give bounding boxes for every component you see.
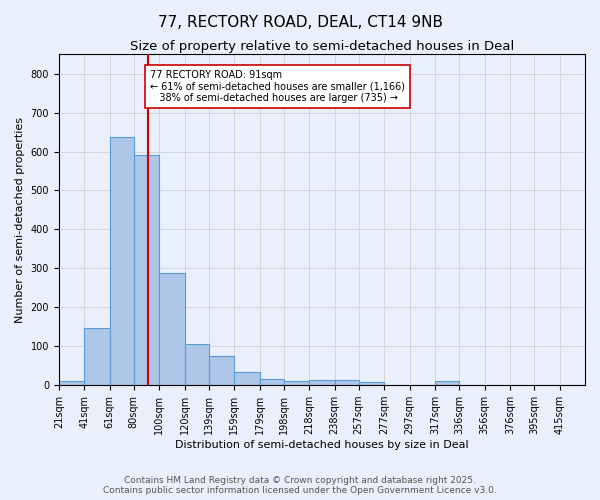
- Bar: [234, 372, 260, 385]
- Bar: [309, 380, 335, 385]
- Bar: [159, 273, 185, 385]
- Text: 77, RECTORY ROAD, DEAL, CT14 9NB: 77, RECTORY ROAD, DEAL, CT14 9NB: [157, 15, 443, 30]
- Bar: [359, 382, 384, 385]
- Title: Size of property relative to semi-detached houses in Deal: Size of property relative to semi-detach…: [130, 40, 514, 53]
- Text: Contains HM Land Registry data © Crown copyright and database right 2025.
Contai: Contains HM Land Registry data © Crown c…: [103, 476, 497, 495]
- Bar: [284, 382, 309, 385]
- Bar: [134, 156, 159, 385]
- Bar: [59, 382, 84, 385]
- Bar: [209, 356, 234, 385]
- Bar: [185, 344, 209, 385]
- Bar: [260, 380, 284, 385]
- Bar: [110, 136, 134, 385]
- Text: 77 RECTORY ROAD: 91sqm
← 61% of semi-detached houses are smaller (1,166)
   38% : 77 RECTORY ROAD: 91sqm ← 61% of semi-det…: [150, 70, 405, 103]
- Bar: [84, 328, 110, 385]
- X-axis label: Distribution of semi-detached houses by size in Deal: Distribution of semi-detached houses by …: [175, 440, 469, 450]
- Bar: [335, 380, 359, 385]
- Bar: [435, 382, 459, 385]
- Y-axis label: Number of semi-detached properties: Number of semi-detached properties: [15, 116, 25, 322]
